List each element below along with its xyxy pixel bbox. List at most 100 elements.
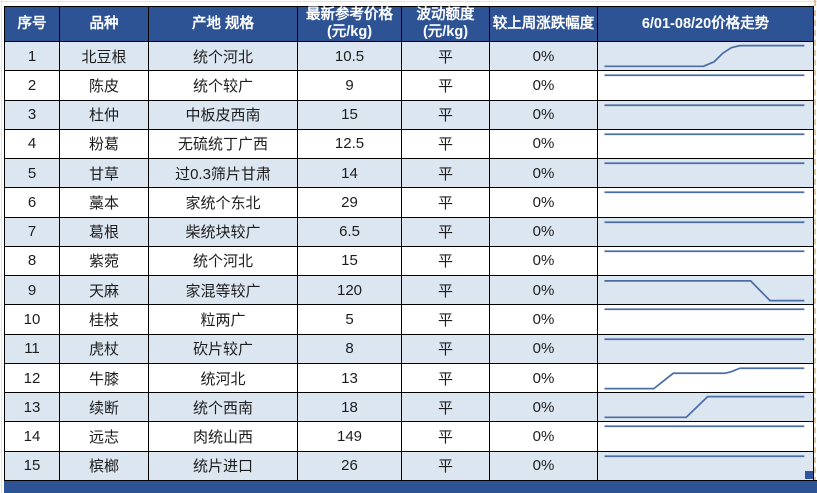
cell-spec[interactable]: 统片进口 — [149, 451, 298, 480]
cell-fluct[interactable]: 平 — [402, 305, 490, 334]
cell-variety[interactable]: 牛膝 — [60, 363, 149, 393]
cell-change[interactable]: 0% — [490, 276, 598, 305]
cell-variety[interactable]: 虎杖 — [60, 334, 149, 363]
cell-trend[interactable] — [598, 42, 813, 70]
cell-fluct[interactable]: 平 — [402, 363, 490, 393]
cell-no[interactable]: 13 — [5, 393, 60, 422]
cell-spec[interactable]: 家混等较广 — [149, 276, 298, 305]
cell-variety[interactable]: 甘草 — [60, 159, 149, 188]
cell-price[interactable]: 15 — [298, 100, 402, 129]
cell-change[interactable]: 0% — [490, 129, 598, 159]
cell-fluct[interactable]: 平 — [402, 422, 490, 451]
header-cell-change[interactable]: 较上周涨跌幅度 — [490, 7, 598, 42]
cell-change[interactable]: 0% — [490, 100, 598, 129]
cell-price[interactable]: 15 — [298, 246, 402, 276]
cell-spec[interactable]: 统河北 — [149, 363, 298, 393]
cell-variety[interactable]: 续断 — [60, 393, 149, 422]
cell-variety[interactable]: 槟榔 — [60, 451, 149, 480]
cell-fluct[interactable]: 平 — [402, 188, 490, 217]
cell-price[interactable]: 149 — [298, 422, 402, 451]
cell-trend[interactable] — [598, 218, 813, 246]
cell-variety[interactable]: 天麻 — [60, 276, 149, 305]
cell-variety[interactable]: 藁本 — [60, 188, 149, 217]
cell-spec[interactable]: 统个河北 — [149, 246, 298, 276]
cell-variety[interactable]: 紫菀 — [60, 246, 149, 276]
cell-fluct[interactable]: 平 — [402, 393, 490, 422]
cell-fluct[interactable]: 平 — [402, 129, 490, 159]
cell-price[interactable]: 14 — [298, 159, 402, 188]
cell-no[interactable]: 3 — [5, 100, 60, 129]
cell-spec[interactable]: 粒两广 — [149, 305, 298, 334]
cell-spec[interactable]: 砍片较广 — [149, 334, 298, 363]
cell-no[interactable]: 2 — [5, 71, 60, 100]
cell-trend[interactable] — [598, 305, 813, 333]
cell-price[interactable]: 5 — [298, 305, 402, 334]
cell-price[interactable]: 18 — [298, 393, 402, 422]
cell-spec[interactable]: 过0.3筛片甘肃 — [149, 159, 298, 188]
cell-variety[interactable]: 北豆根 — [60, 42, 149, 71]
cell-variety[interactable]: 杜仲 — [60, 100, 149, 129]
cell-fluct[interactable]: 平 — [402, 217, 490, 246]
cell-price[interactable]: 12.5 — [298, 129, 402, 159]
cell-trend[interactable] — [598, 71, 813, 99]
cell-trend[interactable] — [598, 364, 813, 392]
cell-spec[interactable]: 统个西南 — [149, 393, 298, 422]
cell-change[interactable]: 0% — [490, 188, 598, 217]
cell-no[interactable]: 15 — [5, 451, 60, 480]
cell-no[interactable]: 12 — [5, 363, 60, 393]
cell-change[interactable]: 0% — [490, 71, 598, 100]
cell-fluct[interactable]: 平 — [402, 71, 490, 100]
cell-spec[interactable]: 中板皮西南 — [149, 100, 298, 129]
header-cell-fluct[interactable]: 波动额度 (元/kg) — [402, 7, 490, 42]
cell-fluct[interactable]: 平 — [402, 276, 490, 305]
cell-change[interactable]: 0% — [490, 334, 598, 363]
header-cell-no[interactable]: 序号 — [5, 7, 60, 42]
cell-price[interactable]: 13 — [298, 363, 402, 393]
cell-trend[interactable] — [598, 393, 813, 421]
cell-change[interactable]: 0% — [490, 422, 598, 451]
cell-no[interactable]: 10 — [5, 305, 60, 334]
cell-no[interactable]: 14 — [5, 422, 60, 451]
cell-change[interactable]: 0% — [490, 42, 598, 71]
cell-spec[interactable]: 统个较广 — [149, 71, 298, 100]
cell-spec[interactable]: 无硫统丁广西 — [149, 129, 298, 159]
header-cell-price[interactable]: 最新参考价格 (元/kg) — [298, 7, 402, 42]
cell-price[interactable]: 8 — [298, 334, 402, 363]
cell-variety[interactable]: 远志 — [60, 422, 149, 451]
cell-change[interactable]: 0% — [490, 363, 598, 393]
cell-price[interactable]: 120 — [298, 276, 402, 305]
cell-trend[interactable] — [598, 188, 813, 216]
cell-change[interactable]: 0% — [490, 217, 598, 246]
cell-fluct[interactable]: 平 — [402, 100, 490, 129]
cell-change[interactable]: 0% — [490, 393, 598, 422]
cell-no[interactable]: 5 — [5, 159, 60, 188]
cell-trend[interactable] — [598, 101, 813, 129]
cell-no[interactable]: 8 — [5, 246, 60, 276]
cell-trend[interactable] — [598, 452, 813, 480]
cell-trend[interactable] — [598, 335, 813, 363]
cell-change[interactable]: 0% — [490, 159, 598, 188]
cell-spec[interactable]: 家统个东北 — [149, 188, 298, 217]
header-cell-trend[interactable]: 6/01-08/20价格走势 — [641, 15, 770, 32]
cell-fluct[interactable]: 平 — [402, 451, 490, 480]
cell-price[interactable]: 9 — [298, 71, 402, 100]
cell-fluct[interactable]: 平 — [402, 334, 490, 363]
cell-no[interactable]: 9 — [5, 276, 60, 305]
cell-fluct[interactable]: 平 — [402, 246, 490, 276]
cell-change[interactable]: 0% — [490, 305, 598, 334]
cell-no[interactable]: 6 — [5, 188, 60, 217]
cell-no[interactable]: 1 — [5, 42, 60, 71]
cell-price[interactable]: 29 — [298, 188, 402, 217]
cell-no[interactable]: 4 — [5, 129, 60, 159]
cell-change[interactable]: 0% — [490, 451, 598, 480]
cell-trend[interactable] — [598, 422, 813, 450]
cell-variety[interactable]: 桂枝 — [60, 305, 149, 334]
cell-variety[interactable]: 粉葛 — [60, 129, 149, 159]
cell-price[interactable]: 6.5 — [298, 217, 402, 246]
cell-trend[interactable] — [598, 130, 813, 158]
cell-price[interactable]: 26 — [298, 451, 402, 480]
cell-trend[interactable] — [598, 276, 813, 304]
cell-fluct[interactable]: 平 — [402, 159, 490, 188]
cell-fluct[interactable]: 平 — [402, 42, 490, 71]
cell-no[interactable]: 7 — [5, 217, 60, 246]
